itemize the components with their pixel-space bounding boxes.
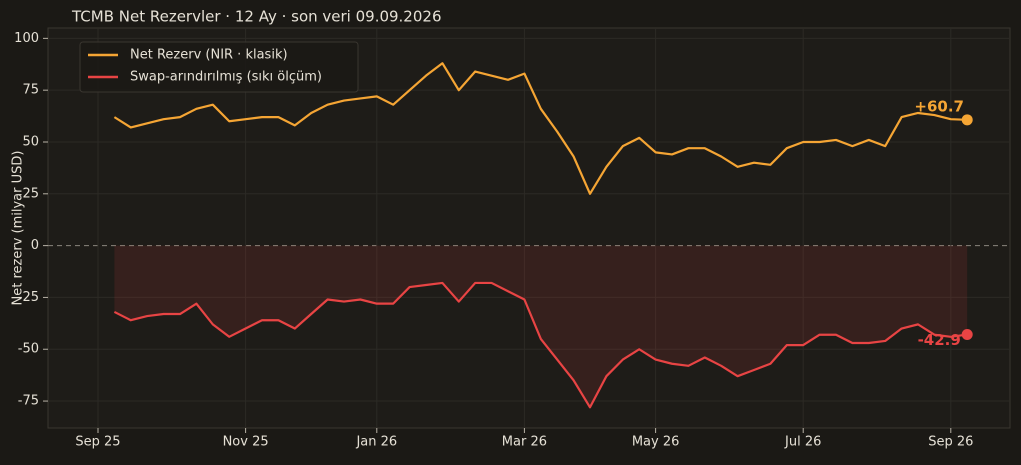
- end-point: [961, 114, 973, 126]
- y-tick-label: 0: [31, 238, 39, 253]
- plot-layer: -75 -50 -25 0 25 50 75 100 Sep 25 Nov 25 Jan 26 Mar…: [14, 28, 1010, 450]
- area-fill: [114, 245, 968, 408]
- end-point: [961, 329, 973, 341]
- plot-area: [47, 27, 1011, 429]
- chart-title: TCMB Net Rezervler · 12 Ay · son veri 09…: [71, 8, 442, 26]
- legend-label: Net Rezerv (NIR · klasik): [130, 48, 288, 63]
- x-tick-label: May 26: [632, 435, 680, 450]
- x-tick-label: Sep 25: [75, 435, 120, 450]
- y-tick-label: -25: [18, 290, 39, 305]
- y-tick-label: -50: [18, 342, 39, 357]
- y-tick-label: -75: [18, 394, 39, 409]
- series-line: [113, 62, 968, 195]
- x-tick-label: Nov 25: [223, 435, 269, 450]
- y-tick-label: 100: [14, 31, 39, 46]
- legend-label: Swap-arındırılmış (sıkı ölçüm): [130, 70, 322, 85]
- y-tick-label: 25: [22, 186, 39, 201]
- y-axis-label: Net rezerv (milyar USD): [11, 151, 26, 306]
- series-line: [113, 281, 968, 409]
- x-tick-label: Jul 26: [784, 435, 821, 450]
- x-tick-label: Mar 26: [502, 435, 547, 450]
- value-label: +60.7: [914, 97, 964, 115]
- legend: Net Rezerv (NIR · klasik) Swap-arındırılm…: [79, 41, 359, 93]
- y-tick-label: 75: [22, 83, 39, 98]
- x-tick-label: Jan 26: [355, 435, 397, 450]
- x-tick-label: Sep 26: [928, 435, 973, 450]
- legend-box: [79, 41, 359, 93]
- y-tick-label: 50: [22, 134, 39, 149]
- value-label: -42.9: [918, 331, 961, 349]
